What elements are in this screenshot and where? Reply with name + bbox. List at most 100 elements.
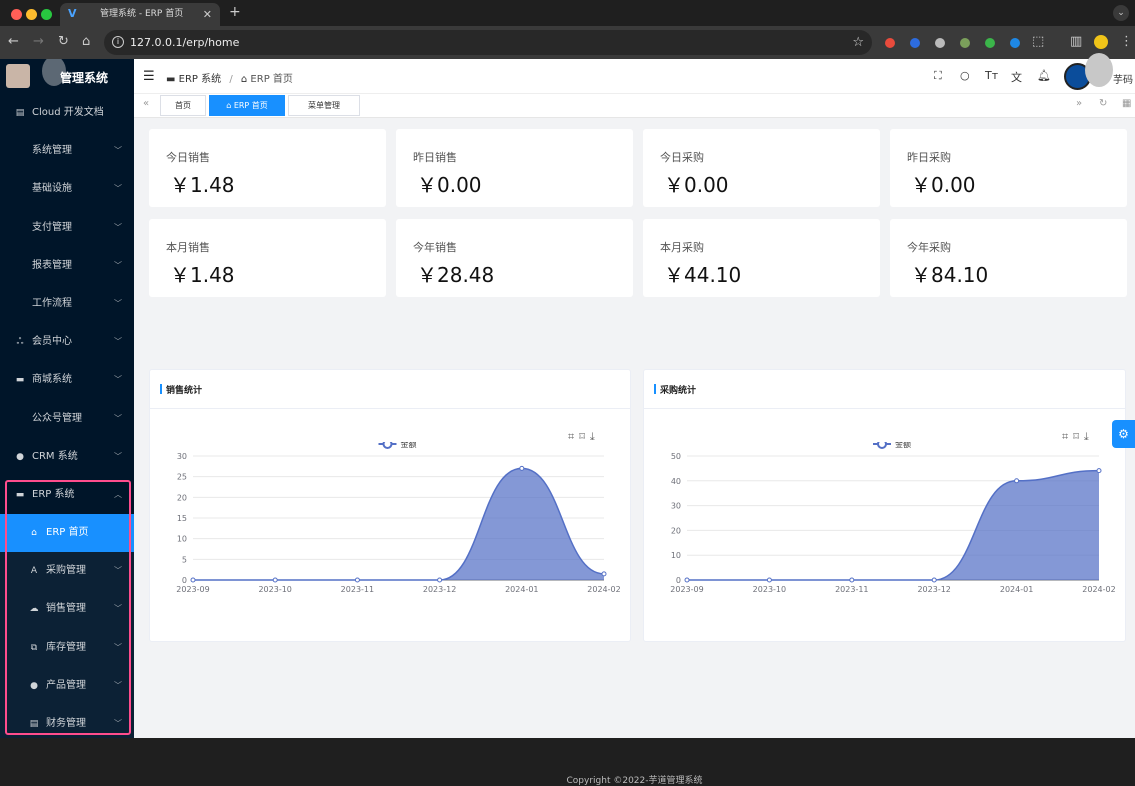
site-info-icon[interactable]: i — [112, 36, 124, 48]
back-icon[interactable]: ← — [8, 34, 19, 49]
sales-icon: ☁ — [29, 604, 39, 615]
sidebar-item-label: 系统管理 — [32, 145, 72, 157]
zoom-icon[interactable]: ⌗ — [568, 430, 580, 443]
sidebar-item-plain-4[interactable]: 报表管理 ﹀ — [0, 247, 134, 285]
sidebar-item-sales[interactable]: ☁ 销售管理 ﹀ — [0, 590, 134, 629]
data-point[interactable] — [272, 577, 278, 583]
restore-icon[interactable]: ⌑ — [1073, 430, 1084, 443]
sidebar-item-label: 支付管理 — [32, 221, 72, 233]
user-icon: ● — [16, 451, 24, 462]
sidebar-item-doc[interactable]: ▤ Cloud 开发文档 — [0, 94, 134, 132]
data-point[interactable] — [519, 465, 525, 471]
sidebar-item-stock[interactable]: ⧉ 库存管理 ﹀ — [0, 628, 134, 667]
extension-icon[interactable] — [985, 38, 995, 48]
close-tab-icon[interactable]: ✕ — [202, 8, 212, 21]
finance-icon: ▤ — [29, 719, 39, 729]
search-icon[interactable]: ○ — [960, 69, 970, 82]
data-point[interactable] — [766, 577, 772, 583]
extension-icon[interactable] — [935, 38, 945, 48]
tag-home[interactable]: 首页 — [160, 95, 206, 116]
scroll-right-icon[interactable]: » — [1076, 98, 1083, 109]
breadcrumb: ▬ ERP 系统 / ⌂ ERP 首页 — [166, 70, 293, 85]
data-point[interactable] — [437, 577, 443, 583]
summary-card: 今日销售 ￥1.48 — [149, 129, 386, 207]
extension-icon[interactable] — [960, 38, 970, 48]
purchase-icon: A — [30, 566, 38, 577]
new-tab-button[interactable]: + — [229, 4, 241, 20]
sidebar-item-home[interactable]: ⌂ ERP 首页 — [0, 514, 134, 553]
sidebar-item-user[interactable]: ● CRM 系统 ﹀ — [0, 438, 134, 476]
sidebar-item-plain-5[interactable]: 工作流程 ﹀ — [0, 285, 134, 323]
data-point[interactable] — [1096, 468, 1102, 474]
sales-chart-panel: 销售统计 ⌗⌑⤓ 金额 0 5 10 15 20 25 30 2023-09 2023-10 202… — [149, 369, 631, 642]
zoom-window-button[interactable] — [41, 9, 52, 20]
restore-icon[interactable]: ⌑ — [579, 430, 590, 443]
scroll-left-icon[interactable]: « — [143, 98, 150, 109]
address-bar[interactable]: i 127.0.0.1/erp/home ☆ — [104, 30, 872, 55]
sidebar-item-product[interactable]: ● 产品管理 ﹀ — [0, 666, 134, 705]
data-point[interactable] — [684, 577, 690, 583]
menu-toggle-icon[interactable]: ☰ — [143, 69, 155, 84]
minimize-window-button[interactable] — [26, 9, 37, 20]
reload-icon[interactable]: ↻ — [58, 34, 69, 49]
tags-menu-icon[interactable]: ▦ — [1122, 98, 1132, 109]
extension-icon[interactable] — [910, 38, 920, 48]
sidebar-item-members[interactable]: ஃ 会员中心 ﹀ — [0, 323, 134, 361]
sidebar-item-plain-3[interactable]: 支付管理 ﹀ — [0, 209, 134, 247]
data-point[interactable] — [849, 577, 855, 583]
tag-label: 菜单管理 — [308, 101, 340, 110]
sidebar-item-erp[interactable]: ▬ ERP 系统 ︿ — [0, 476, 134, 514]
summary-card: 今日采购 ￥0.00 — [643, 129, 880, 207]
chart-legend[interactable]: 金额 — [378, 442, 417, 449]
bookmark-star-icon[interactable]: ☆ — [852, 35, 864, 50]
download-icon[interactable]: ⤓ — [589, 430, 600, 443]
data-point[interactable] — [354, 577, 360, 583]
language-icon[interactable]: 文 — [1011, 71, 1022, 84]
sidebar-item-plain-1[interactable]: 系统管理 ﹀ — [0, 132, 134, 170]
close-window-button[interactable] — [11, 9, 22, 20]
refresh-icon[interactable]: ↻ — [1099, 98, 1108, 109]
sidebar-item-plain-2[interactable]: 基础设施 ﹀ — [0, 170, 134, 208]
y-tick-label: 15 — [177, 514, 187, 523]
extensions-puzzle-icon[interactable]: ⬚ — [1032, 34, 1045, 49]
font-size-icon[interactable]: Tт — [985, 69, 999, 82]
summary-card: 今年采购 ￥84.10 — [890, 219, 1127, 297]
side-panel-icon[interactable]: ▥ — [1070, 34, 1083, 49]
x-tick-label: 2024-02 — [587, 585, 620, 594]
home-icon[interactable]: ⌂ — [82, 34, 91, 49]
fullscreen-icon[interactable]: ⛶ — [934, 69, 942, 82]
sidebar-item-label: ERP 首页 — [46, 527, 89, 539]
panel-header: 销售统计 — [150, 370, 630, 409]
card-label: 昨日采购 — [907, 151, 951, 164]
sidebar-item-shop[interactable]: ▬ 商城系统 ﹀ — [0, 361, 134, 399]
notification-bell-icon[interactable]: 🔔︎ — [1037, 69, 1051, 82]
card-label: 今日采购 — [660, 151, 704, 164]
browser-menu-icon[interactable]: ⋮ — [1120, 34, 1133, 49]
tag-erp-home[interactable]: ⌂ ERP 首页 — [209, 95, 285, 116]
breadcrumb-root[interactable]: ERP 系统 — [178, 74, 222, 85]
chart-legend[interactable]: 金额 — [873, 442, 911, 449]
tab-search-button[interactable]: ⌄ — [1113, 5, 1129, 21]
x-tick-label: 2023-09 — [176, 585, 209, 594]
breadcrumb-separator: / — [229, 74, 233, 85]
download-icon[interactable]: ⤓ — [1083, 430, 1094, 443]
sidebar-menu: ▤ Cloud 开发文档 系统管理 ﹀ 基础设施 ﹀ 支付管理 ﹀ 报表管理 ﹀ 工作流程 ﹀ ஃ 会员中… — [0, 94, 134, 738]
sidebar-item-purchase[interactable]: A 采购管理 ﹀ — [0, 552, 134, 591]
data-point[interactable] — [931, 577, 937, 583]
sidebar-item-finance[interactable]: ▤ 财务管理 ﹀ — [0, 705, 134, 738]
tag-menu-manage[interactable]: 菜单管理 — [288, 95, 360, 116]
browser-tab[interactable]: V 管理系统 - ERP 首页 ✕ — [60, 3, 220, 26]
user-name[interactable]: 芋码 — [1113, 75, 1133, 86]
data-point[interactable] — [1014, 478, 1020, 484]
data-point[interactable] — [601, 571, 607, 577]
sidebar-logo[interactable]: 管理系统 — [0, 59, 134, 94]
extension-icon[interactable] — [885, 38, 895, 48]
data-point[interactable] — [190, 577, 196, 583]
extension-icon[interactable] — [1010, 38, 1020, 48]
profile-avatar[interactable] — [1094, 35, 1108, 49]
zoom-icon[interactable]: ⌗ — [1062, 430, 1074, 443]
settings-gear-icon[interactable]: ⚙ — [1112, 420, 1135, 448]
forward-icon[interactable]: → — [33, 34, 44, 49]
y-tick-label: 20 — [671, 526, 681, 535]
sidebar-item-plain-8[interactable]: 公众号管理 ﹀ — [0, 400, 134, 438]
